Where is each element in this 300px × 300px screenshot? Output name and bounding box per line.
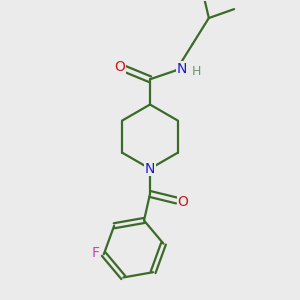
Text: O: O xyxy=(114,60,125,74)
Text: N: N xyxy=(176,62,187,76)
Text: H: H xyxy=(192,65,201,78)
Text: O: O xyxy=(177,195,188,209)
Text: F: F xyxy=(92,246,100,260)
Text: N: N xyxy=(145,162,155,176)
